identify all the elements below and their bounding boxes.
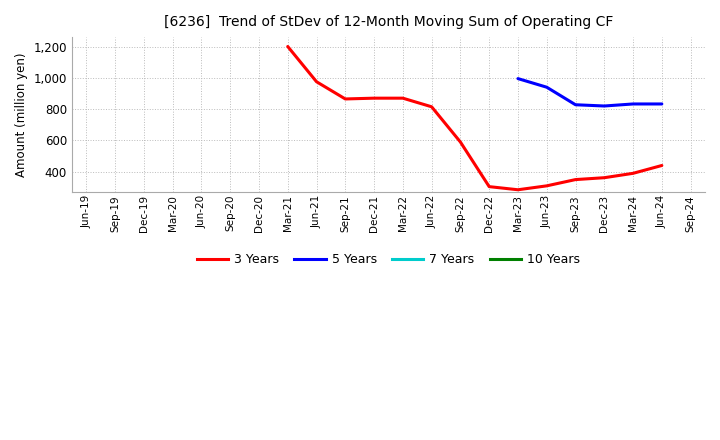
- Legend: 3 Years, 5 Years, 7 Years, 10 Years: 3 Years, 5 Years, 7 Years, 10 Years: [192, 248, 585, 271]
- Y-axis label: Amount (million yen): Amount (million yen): [15, 52, 28, 177]
- Title: [6236]  Trend of StDev of 12-Month Moving Sum of Operating CF: [6236] Trend of StDev of 12-Month Moving…: [163, 15, 613, 29]
